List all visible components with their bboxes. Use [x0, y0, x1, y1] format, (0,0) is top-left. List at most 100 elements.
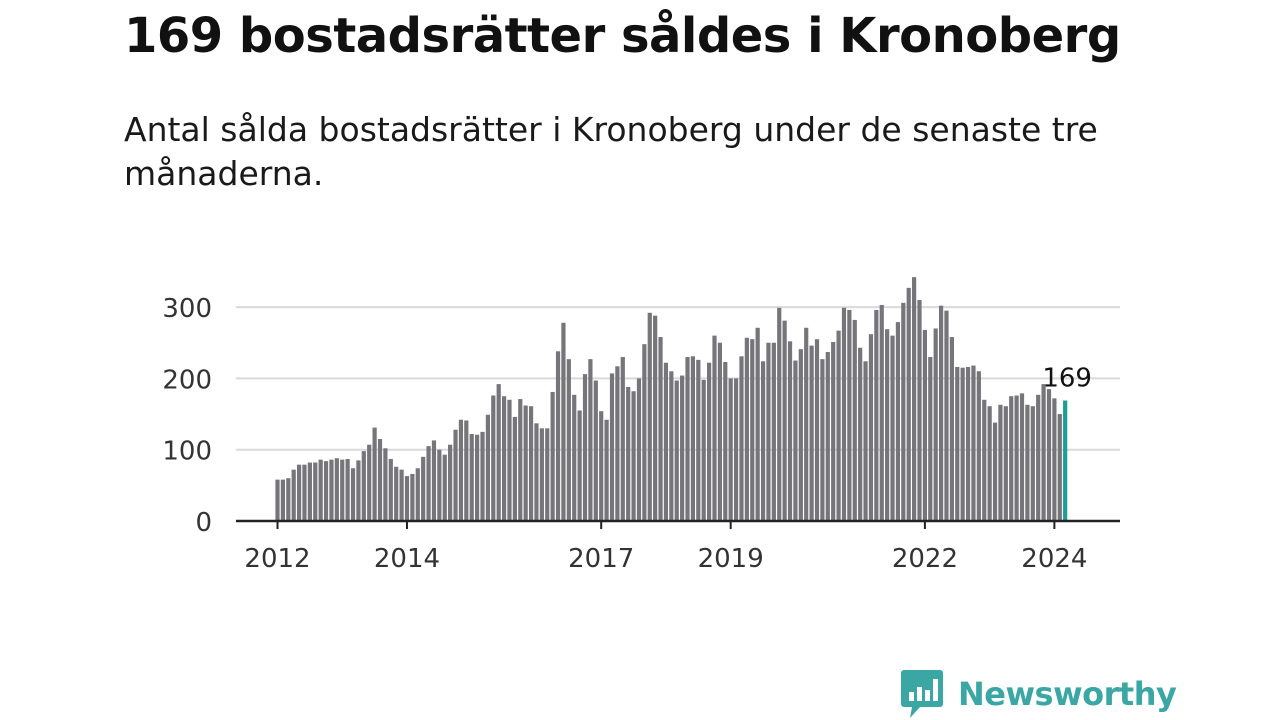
y-tick-label: 100: [162, 437, 212, 467]
bar: [895, 322, 901, 521]
bar: [1019, 393, 1025, 521]
bar: [1036, 394, 1041, 521]
bar: [523, 405, 528, 521]
bar: [577, 410, 582, 521]
bar: [712, 335, 717, 521]
bar: [318, 459, 323, 521]
bar: [367, 444, 372, 521]
bar: [658, 337, 663, 521]
bar: [399, 469, 404, 521]
bar: [626, 386, 631, 521]
bar: [836, 330, 841, 521]
bar: [944, 310, 949, 521]
bar: [723, 362, 728, 521]
bar: [307, 462, 312, 521]
bar: [809, 345, 814, 521]
y-axis-ticks: 0 100 200 300: [162, 294, 212, 538]
bar: [707, 362, 712, 521]
bar: [960, 367, 965, 521]
bar: [631, 391, 636, 521]
bar: [388, 458, 393, 521]
bar-highlight: [1063, 400, 1068, 521]
bar: [890, 335, 895, 521]
x-tick-label: 2024: [1021, 544, 1087, 574]
bar: [550, 391, 555, 521]
bar: [814, 339, 820, 521]
bar: [755, 327, 760, 521]
bar: [334, 458, 339, 521]
bar: [442, 454, 447, 521]
bar: [345, 458, 350, 521]
bar: [820, 359, 825, 521]
x-tick-label: 2022: [892, 544, 958, 574]
bar: [383, 448, 388, 521]
bar: [555, 351, 561, 521]
bar: [518, 399, 523, 521]
highlight-value-label: 169: [1042, 364, 1092, 394]
bar: [534, 423, 539, 521]
bar: [512, 416, 517, 521]
bar: [798, 349, 803, 521]
bar: [302, 464, 307, 521]
bar: [965, 366, 971, 521]
bar: [690, 356, 696, 521]
bar: [1046, 389, 1052, 521]
bar: [491, 395, 496, 521]
x-axis: 2012 2014 2017 2019 2022 2024: [236, 519, 1120, 574]
bar: [1052, 398, 1057, 521]
bar: [501, 396, 507, 521]
bar: [663, 362, 669, 521]
x-tick-label: 2019: [698, 544, 764, 574]
bar: [291, 469, 296, 521]
bar: [615, 366, 620, 521]
bar: [582, 374, 588, 521]
bar: [863, 361, 868, 521]
bar: [599, 411, 604, 521]
bar: [717, 342, 722, 521]
bar: [701, 379, 706, 521]
bar: [825, 352, 830, 521]
bar: [906, 287, 911, 521]
bar: [922, 329, 927, 521]
newsworthy-logo: Newsworthy: [900, 668, 1177, 720]
bars: [275, 277, 1068, 521]
bar: [1025, 404, 1030, 521]
bar: [636, 378, 642, 521]
bar: [604, 419, 609, 521]
bar: [841, 307, 847, 521]
bar: [572, 394, 577, 521]
bar: [286, 478, 291, 521]
bar: [372, 427, 377, 521]
bar: [313, 462, 318, 521]
bar: [485, 414, 491, 521]
bar: [561, 322, 566, 521]
bar: [917, 299, 922, 521]
chart-subtitle: Antal sålda bostadsrätter i Kronoberg un…: [124, 110, 1098, 193]
y-tick-label: 0: [195, 508, 212, 538]
bar: [496, 384, 501, 521]
bar: [545, 428, 550, 521]
bar: [847, 309, 852, 521]
bar: [987, 406, 992, 521]
bar: [1009, 396, 1014, 521]
bar: [685, 357, 690, 521]
bar: [647, 312, 652, 521]
bar: [296, 464, 302, 521]
bar: [464, 420, 469, 521]
bar: [1003, 406, 1008, 521]
bar: [323, 461, 329, 521]
bar: [1014, 395, 1019, 521]
bar: [593, 380, 598, 521]
bar: [777, 307, 782, 521]
bar: [350, 468, 356, 521]
bar: [766, 342, 771, 521]
bar: [1030, 406, 1035, 521]
bar: [982, 399, 987, 521]
bar: [787, 341, 793, 521]
bar: [744, 337, 749, 521]
x-tick-label: 2017: [568, 544, 634, 574]
bar: [1041, 384, 1046, 521]
x-tick-label: 2012: [244, 544, 310, 574]
bar: [831, 342, 836, 521]
bar: [868, 334, 874, 521]
